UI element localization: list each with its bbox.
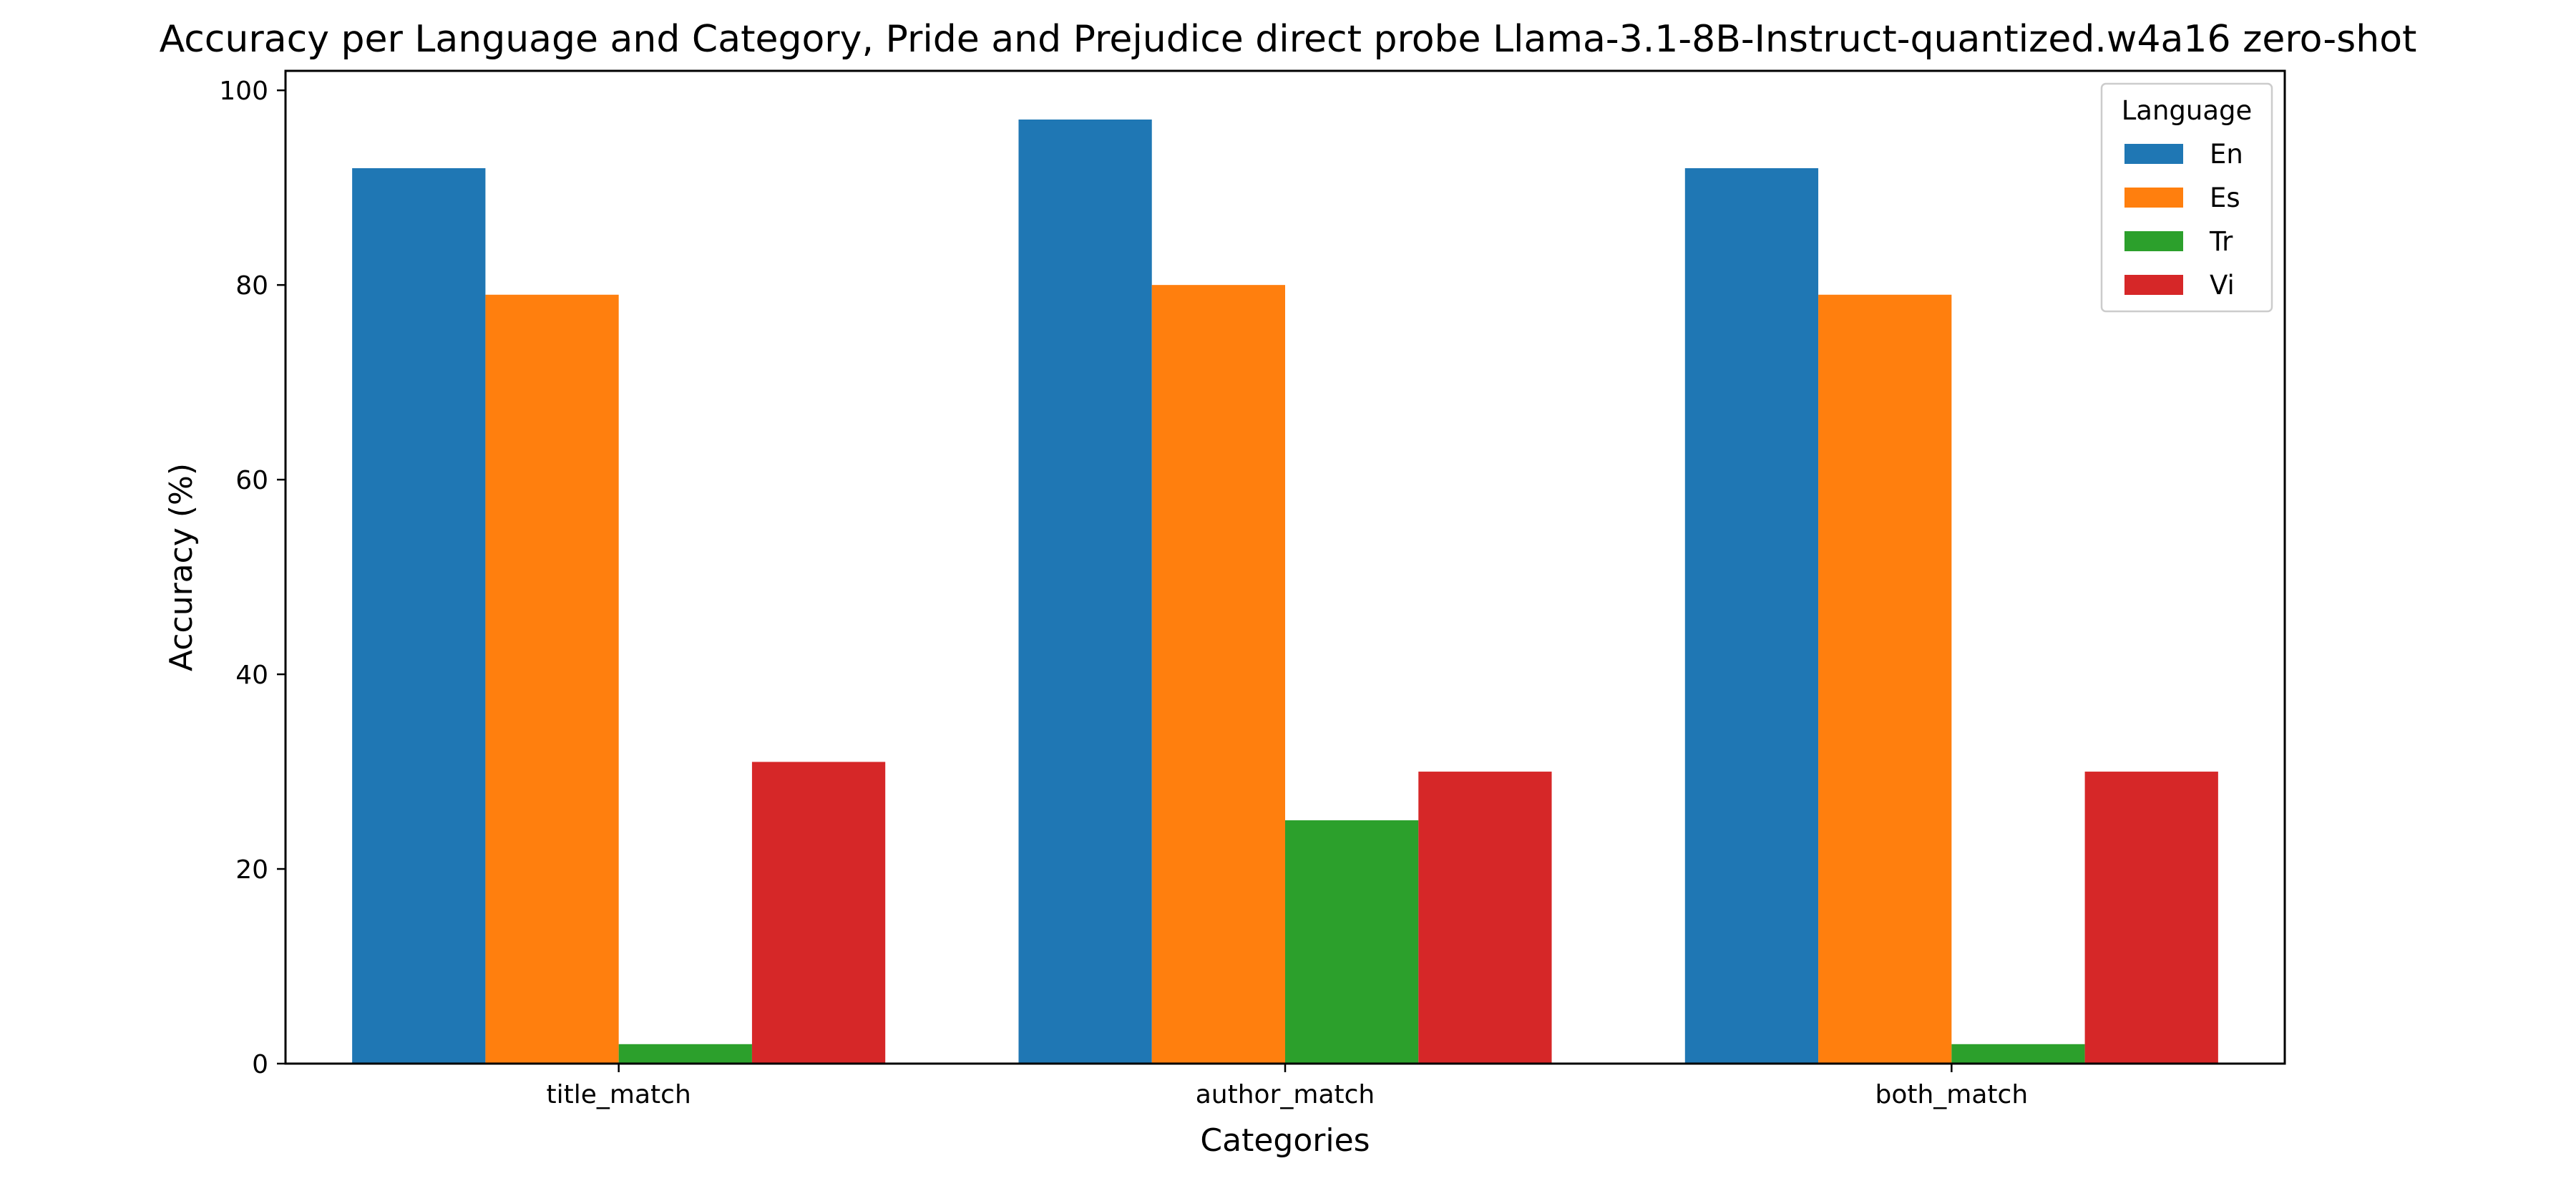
legend-title: Language: [2122, 95, 2253, 126]
bar-es-title-match: [485, 294, 619, 1064]
legend-box: [2100, 82, 2273, 313]
y-axis-label: Accuracy (%): [163, 463, 200, 671]
x-tick-label: author_match: [1196, 1080, 1375, 1109]
y-axis-ticks: 0 20 40 60 80 100: [219, 77, 286, 1079]
bars-group: [352, 119, 2218, 1064]
bar-en-author-match: [1018, 119, 1152, 1064]
legend-swatch-vi: [2124, 275, 2183, 295]
legend-swatch-tr: [2124, 231, 2183, 251]
bar-es-both-match: [1818, 294, 1952, 1064]
bar-vi-author-match: [1418, 772, 1552, 1064]
y-tick-label: 0: [252, 1050, 268, 1079]
chart-title: Accuracy per Language and Category, Prid…: [160, 18, 2417, 61]
bar-en-title-match: [352, 167, 486, 1064]
y-tick-label: 60: [235, 466, 268, 495]
legend-swatch-en: [2124, 144, 2183, 164]
bar-en-both-match: [1684, 167, 1819, 1064]
x-axis-label: Categories: [1200, 1122, 1370, 1159]
plot-frame: [284, 69, 2286, 1065]
x-tick-label: both_match: [1875, 1080, 2028, 1109]
x-axis-ticks: title_match author_match both_match: [547, 1064, 2028, 1109]
bar-tr-both-match: [1951, 1044, 2085, 1064]
y-tick-label: 80: [235, 271, 268, 301]
legend-label-en: En: [2210, 139, 2243, 170]
legend-label-es: Es: [2210, 183, 2240, 213]
legend-swatch-es: [2124, 188, 2183, 208]
bar-es-author-match: [1151, 285, 1285, 1064]
bar-vi-both-match: [2084, 772, 2218, 1064]
y-tick-label: 40: [235, 661, 268, 690]
bar-tr-author-match: [1285, 820, 1419, 1064]
bar-vi-title-match: [751, 762, 886, 1064]
x-tick-label: title_match: [547, 1080, 691, 1109]
bar-tr-title-match: [618, 1044, 752, 1064]
legend-label-tr: Tr: [2209, 226, 2233, 257]
y-tick-label: 100: [219, 77, 268, 106]
y-tick-label: 20: [235, 855, 268, 885]
legend: Language En Es Tr Vi: [2100, 82, 2273, 313]
legend-label-vi: Vi: [2210, 270, 2235, 301]
